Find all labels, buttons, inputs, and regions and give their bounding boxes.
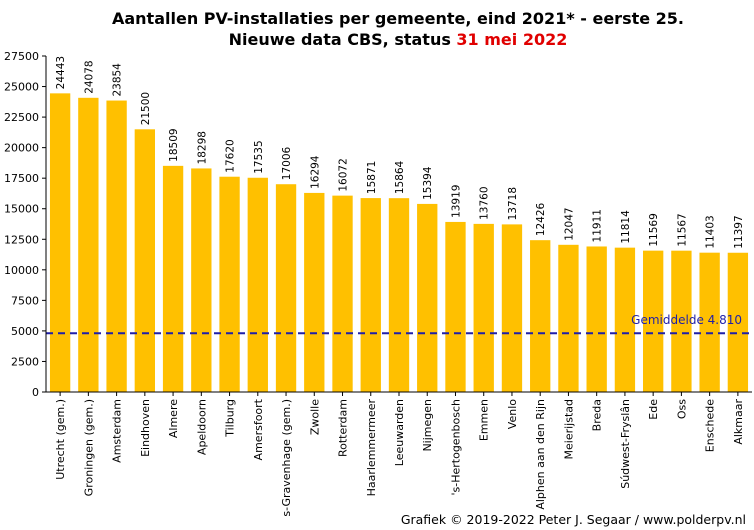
category-label: Alphen aan den Rijn bbox=[534, 399, 547, 510]
y-tick-label: 12500 bbox=[4, 233, 39, 246]
category-label: Zwolle bbox=[308, 399, 321, 435]
bar bbox=[558, 244, 579, 392]
category-label: Eindhoven bbox=[139, 399, 152, 457]
bar bbox=[445, 221, 466, 392]
category-label: Emmen bbox=[478, 399, 491, 441]
bar bbox=[417, 203, 438, 392]
category-label: Utrecht (gem.) bbox=[54, 399, 67, 480]
value-label: 16072 bbox=[338, 158, 350, 191]
category-label: Tilburg bbox=[224, 399, 237, 438]
bar bbox=[219, 176, 240, 392]
value-label: 18298 bbox=[196, 131, 208, 164]
bar bbox=[360, 198, 381, 392]
category-label: 's-Hertogenbosch bbox=[449, 399, 462, 496]
y-tick-label: 27500 bbox=[4, 50, 39, 63]
value-label: 15871 bbox=[366, 161, 378, 194]
value-label: 13919 bbox=[450, 185, 462, 218]
bar bbox=[671, 250, 692, 392]
bar bbox=[388, 198, 410, 392]
bar bbox=[530, 240, 551, 392]
value-label: 13718 bbox=[507, 187, 519, 220]
bar bbox=[304, 192, 325, 392]
value-label: 18509 bbox=[168, 128, 180, 161]
bar bbox=[275, 184, 297, 392]
value-label: 15864 bbox=[394, 160, 406, 194]
category-label: Haarlemmermeer bbox=[365, 399, 378, 497]
chart-subtitle-text: Nieuwe data CBS, status bbox=[229, 30, 457, 49]
bars bbox=[49, 93, 749, 393]
bar bbox=[134, 129, 156, 393]
category-label: Ede bbox=[647, 399, 660, 420]
y-tick-label: 7500 bbox=[11, 294, 39, 307]
category-label: Nijmegen bbox=[421, 399, 434, 452]
bar bbox=[501, 224, 523, 392]
average-label: Gemiddelde 4.810 bbox=[631, 313, 742, 327]
bar bbox=[191, 168, 212, 392]
bar bbox=[78, 97, 99, 393]
value-label: 13760 bbox=[479, 186, 491, 219]
value-label: 11569 bbox=[648, 213, 660, 246]
y-tick-label: 22500 bbox=[4, 111, 39, 124]
y-tick-label: 10000 bbox=[4, 264, 39, 277]
value-label: 11397 bbox=[733, 215, 745, 248]
value-label: 16294 bbox=[309, 155, 321, 189]
y-tick-label: 17500 bbox=[4, 172, 39, 185]
bar bbox=[247, 177, 268, 392]
value-label: 17006 bbox=[281, 146, 293, 180]
y-axis: 0 2500 5000 7500 10000 12500 15000 17500 20000 22… bbox=[4, 50, 46, 399]
category-label: Breda bbox=[591, 399, 604, 431]
value-label: 17620 bbox=[225, 139, 237, 172]
category-label: Groningen (gem.) bbox=[82, 399, 95, 496]
category-label: Rotterdam bbox=[337, 399, 350, 457]
y-tick-label: 20000 bbox=[4, 142, 39, 155]
category-label: Enschede bbox=[704, 399, 717, 452]
value-label: 21500 bbox=[140, 92, 152, 125]
category-label: Alkmaar bbox=[732, 399, 745, 445]
category-label: Oss bbox=[675, 399, 688, 419]
category-label: Meierijstad bbox=[562, 399, 575, 459]
value-label: 23854 bbox=[112, 63, 124, 97]
bar bbox=[162, 165, 184, 392]
value-label: 24078 bbox=[83, 60, 95, 93]
y-tick-label: 0 bbox=[32, 386, 39, 399]
chart-title: Aantallen PV-installaties per gemeente, … bbox=[112, 9, 684, 28]
value-label: 11911 bbox=[592, 209, 604, 242]
y-tick-label: 2500 bbox=[11, 355, 39, 368]
value-labels: 24443 24078 23854 21500 18509 18298 17620 17535… bbox=[55, 56, 745, 249]
bar bbox=[473, 223, 494, 392]
category-label: Apeldoorn bbox=[195, 399, 208, 455]
bar bbox=[106, 100, 127, 393]
value-label: 11403 bbox=[705, 215, 717, 248]
category-label: s-Gravenhage (gem.) bbox=[280, 399, 293, 517]
value-label: 11567 bbox=[676, 213, 688, 246]
y-tick-label: 5000 bbox=[11, 325, 39, 338]
bar bbox=[332, 195, 353, 392]
value-label: 15394 bbox=[422, 166, 434, 200]
value-label: 24443 bbox=[55, 56, 67, 89]
bar bbox=[727, 252, 749, 392]
value-label: 12426 bbox=[535, 202, 547, 236]
bar bbox=[49, 93, 71, 392]
value-label: 11814 bbox=[620, 210, 632, 244]
y-tick-label: 25000 bbox=[4, 81, 39, 94]
chart-subtitle: Nieuwe data CBS, status 31 mei 2022 bbox=[229, 30, 568, 49]
bar bbox=[614, 247, 636, 392]
bar bbox=[586, 246, 607, 392]
y-tick-label: 15000 bbox=[4, 203, 39, 216]
category-label: Venlo bbox=[506, 399, 519, 429]
value-label: 17535 bbox=[253, 140, 265, 173]
category-label: Súdwest-Fryslân bbox=[619, 399, 632, 489]
bar bbox=[699, 252, 720, 392]
bar bbox=[642, 250, 664, 392]
chart-subtitle-date: 31 mei 2022 bbox=[456, 30, 567, 49]
category-label: Amsterdam bbox=[111, 399, 124, 463]
category-label: Amersfoort bbox=[252, 398, 265, 460]
category-labels: Utrecht (gem.) Groningen (gem.) Amsterdam E… bbox=[54, 392, 745, 517]
credit-text: Grafiek © 2019-2022 Peter J. Segaar / ww… bbox=[401, 512, 746, 527]
category-label: Almere bbox=[167, 399, 180, 438]
category-label: Leeuwarden bbox=[393, 399, 406, 466]
value-label: 12047 bbox=[563, 207, 575, 240]
